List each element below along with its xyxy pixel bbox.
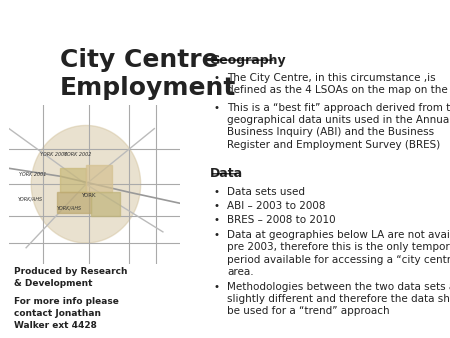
Text: Data sets used: Data sets used	[227, 187, 305, 197]
Text: Data at geographies below LA are not available
pre 2003, therefore this is the o: Data at geographies below LA are not ava…	[227, 230, 450, 277]
Text: •: •	[213, 187, 219, 197]
Text: •: •	[213, 215, 219, 225]
Text: Walker ext 4428: Walker ext 4428	[14, 321, 96, 330]
Text: This is a “best fit” approach derived from the
geographical data units used in t: This is a “best fit” approach derived fr…	[227, 102, 450, 150]
Polygon shape	[31, 125, 141, 243]
Polygon shape	[91, 192, 120, 216]
Text: The City Centre, in this circumstance ,is
defined as the 4 LSOAs on the map on t: The City Centre, in this circumstance ,i…	[227, 73, 450, 96]
Text: Geography: Geography	[210, 54, 286, 67]
Text: •: •	[213, 230, 219, 240]
Text: BRES – 2008 to 2010: BRES – 2008 to 2010	[227, 215, 336, 225]
Text: •: •	[213, 201, 219, 211]
Text: •: •	[213, 282, 219, 292]
Text: •: •	[213, 73, 219, 83]
Polygon shape	[86, 165, 112, 192]
Text: For more info please: For more info please	[14, 297, 118, 306]
Text: YORK 2001: YORK 2001	[19, 172, 47, 177]
Text: •: •	[213, 102, 219, 113]
Polygon shape	[57, 192, 91, 213]
Text: City Centre
Employment: City Centre Employment	[60, 48, 236, 100]
Text: Produced by Research: Produced by Research	[14, 267, 127, 276]
Text: YORK/AHS: YORK/AHS	[57, 206, 82, 211]
Text: YORK/AHS: YORK/AHS	[18, 196, 43, 201]
Text: & Development: & Development	[14, 279, 92, 288]
Text: Data: Data	[210, 167, 243, 180]
Polygon shape	[60, 168, 86, 192]
Text: contact Jonathan: contact Jonathan	[14, 309, 100, 318]
Text: YORK: YORK	[81, 193, 95, 198]
Text: ABI – 2003 to 2008: ABI – 2003 to 2008	[227, 201, 326, 211]
Text: Methodologies between the two data sets are
slightly different and therefore the: Methodologies between the two data sets …	[227, 282, 450, 316]
Text: YORK 2002: YORK 2002	[64, 152, 91, 156]
Text: YORK 2000: YORK 2000	[40, 152, 67, 156]
